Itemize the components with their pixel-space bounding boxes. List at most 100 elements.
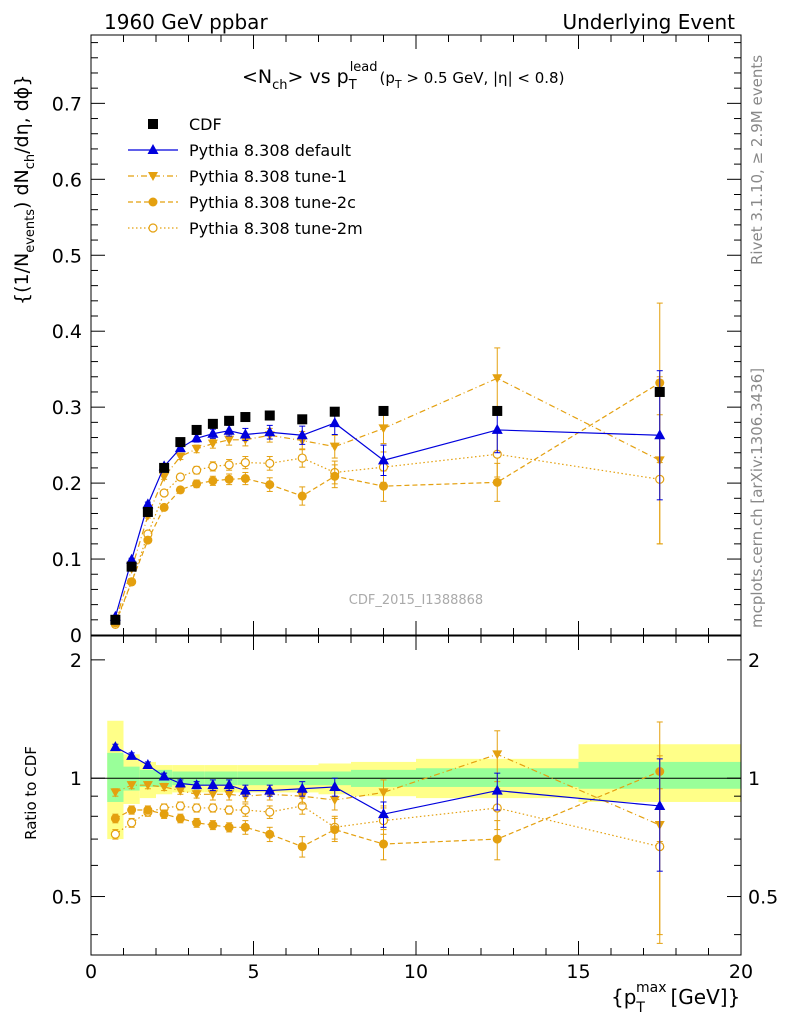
- ratio-point-tune2m: [127, 818, 137, 828]
- ratio-point-default: [158, 770, 170, 781]
- main-point-tune2m: [192, 465, 202, 475]
- y-tick-label: 0.5: [52, 887, 82, 909]
- xlabel-sub-T: T: [635, 1000, 645, 1016]
- y-tick-label: 0.1: [52, 549, 82, 571]
- x-tick-label: 20: [729, 961, 753, 983]
- ratio-point-default: [142, 759, 154, 770]
- ratio-point-tune1: [110, 788, 121, 798]
- main-point-tune2m: [224, 460, 234, 470]
- ratio-point-default: [329, 780, 341, 791]
- main-series-default: [109, 370, 666, 621]
- legend-marker-default: [147, 144, 159, 154]
- title-part-1: <N: [242, 66, 272, 88]
- y-tick-label: 0: [70, 625, 82, 647]
- title-sub-T: T: [348, 78, 357, 93]
- ratio-plot: 0.5 0.51 12 20 5 10 15 20: [52, 635, 778, 983]
- y-tick-label-right: 2: [748, 650, 760, 672]
- ylabel-sub-ch: ch: [23, 154, 38, 169]
- main-point-tune2c: [159, 502, 169, 512]
- main-point-tune1: [191, 444, 202, 454]
- title-cut-2: > 0.5 GeV, |η| < 0.8): [402, 69, 565, 87]
- main-point-tune1: [378, 424, 389, 434]
- ratio-series-default: [109, 741, 666, 872]
- ratio-point-tune2m: [265, 807, 275, 817]
- main-point-data: [159, 462, 170, 473]
- main-point-data: [175, 437, 186, 448]
- ratio-point-tune2c: [208, 820, 218, 830]
- ratio-point-tune1: [126, 781, 137, 791]
- title-cut-1: (p: [380, 69, 395, 87]
- main-plot-title: <Nch> vs pTlead(pT > 0.5 GeV, |η| < 0.8): [242, 60, 564, 93]
- y-tick-label-right: 0.5: [748, 887, 778, 909]
- y-tick-label: 2: [70, 650, 82, 672]
- title-part-2: > vs p: [288, 66, 349, 88]
- y-tick-label: 0.6: [52, 169, 82, 191]
- main-point-data: [110, 614, 121, 625]
- main-point-default: [126, 553, 138, 564]
- title-cut-sub-T: T: [394, 78, 402, 91]
- main-point-data: [654, 386, 665, 397]
- title-sup-lead: lead: [350, 60, 378, 75]
- main-point-tune1: [329, 442, 340, 452]
- y-tick-label-right: 1: [748, 768, 760, 790]
- main-point-tune2m: [159, 488, 169, 498]
- ratio-point-tune2c: [159, 809, 169, 819]
- main-point-tune2c: [143, 535, 153, 545]
- main-point-data: [240, 412, 251, 423]
- ratio-point-tune2m: [175, 801, 185, 811]
- main-point-data: [207, 418, 218, 429]
- ratio-point-default: [126, 749, 138, 760]
- legend-label-tune2m: Pythia 8.308 tune-2m: [189, 219, 363, 238]
- main-point-data: [142, 506, 153, 517]
- ratio-point-tune1: [159, 782, 170, 792]
- ratio-point-default: [174, 777, 186, 788]
- ratio-point-tune2c: [175, 813, 185, 823]
- main-point-tune1: [159, 473, 170, 483]
- y-tick-label: 0.2: [52, 473, 82, 495]
- ratio-y-axis-label: Ratio to CDF: [22, 746, 40, 840]
- x-tick-label: 0: [85, 961, 97, 983]
- main-series-data: [110, 386, 665, 625]
- main-point-default: [296, 429, 308, 440]
- main-point-default: [491, 423, 503, 434]
- x-tick-label: 15: [566, 961, 590, 983]
- ratio-point-tune2c: [297, 842, 307, 852]
- main-point-default: [378, 454, 389, 465]
- ratio-point-tune1: [175, 786, 186, 796]
- ratio-point-tune2c: [379, 839, 388, 849]
- ratio-point-tune2c: [265, 829, 275, 839]
- main-point-tune2c: [175, 485, 185, 495]
- main-point-default: [329, 417, 341, 428]
- main-point-data: [264, 410, 275, 421]
- legend-marker-data: [148, 119, 158, 129]
- ratio-point-default: [239, 784, 251, 795]
- main-point-tune1: [224, 435, 235, 445]
- ratio-point-tune1: [191, 790, 202, 800]
- ratio-point-tune1: [378, 788, 389, 798]
- header-right: Underlying Event: [562, 10, 735, 34]
- x-tick-label: 10: [404, 961, 428, 983]
- main-point-tune2m: [240, 457, 250, 468]
- y-tick-label: 0.5: [52, 245, 82, 267]
- main-line-tune2c: [114, 382, 661, 624]
- ratio-point-default: [654, 799, 666, 810]
- ratio-point-tune2c: [240, 822, 250, 832]
- main-point-tune2c: [127, 577, 137, 587]
- main-point-tune2c: [379, 481, 388, 491]
- ratio-point-default: [378, 808, 389, 819]
- ratio-point-tune2c: [224, 822, 234, 832]
- main-point-tune2c: [297, 491, 307, 501]
- main-point-tune2m: [265, 458, 275, 468]
- main-point-data: [191, 424, 202, 435]
- legend-label-tune2c: Pythia 8.308 tune-2c: [189, 193, 356, 212]
- ratio-point-tune2m: [224, 805, 234, 815]
- ratio-point-tune1: [207, 790, 218, 800]
- main-point-tune2m: [175, 472, 185, 482]
- analysis-watermark: CDF_2015_I1388868: [349, 593, 483, 608]
- xlabel-sup-max: max: [636, 980, 667, 996]
- ratio-point-default: [109, 741, 121, 752]
- ratio-point-tune2c: [143, 805, 153, 815]
- main-point-tune1: [175, 452, 186, 462]
- main-point-tune2c: [208, 476, 218, 486]
